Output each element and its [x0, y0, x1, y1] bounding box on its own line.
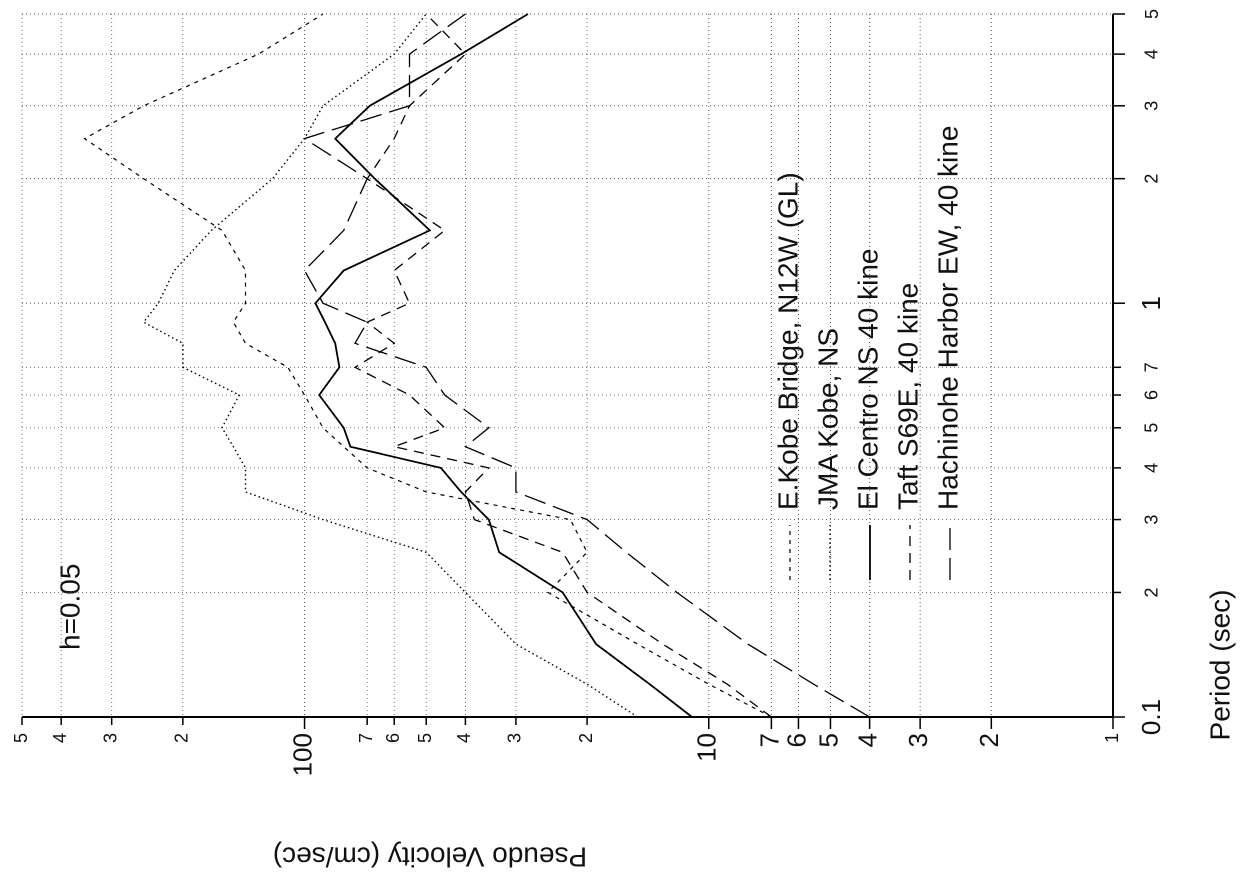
legend-label: E.Kobe Bridge, N12W (GL)	[772, 172, 803, 510]
legend-label: JMA Kobe, NS	[812, 328, 843, 510]
legend-label: El Centro NS 40 kine	[852, 249, 883, 510]
x-tick-label: 5	[1142, 9, 1162, 19]
legend-label: Taft S69E, 40 kine	[892, 283, 923, 510]
x-tick-label: 2	[1142, 587, 1162, 597]
y-tick-label: 3	[100, 733, 120, 743]
series-line	[353, 13, 772, 718]
y-axis-label: Pseudo Velocity (cm/sec)	[273, 842, 587, 873]
y-tick-label: 2	[576, 733, 596, 743]
y-tick-label: 4	[853, 733, 883, 747]
series-line	[314, 13, 693, 718]
x-tick-label: 2	[1142, 174, 1162, 184]
legend-label: Hachinohe Harbor EW, 40 kine	[932, 126, 963, 510]
y-tick-label: 6	[383, 733, 403, 743]
x-tick-label: 3	[1142, 101, 1162, 111]
y-tick-label: 100	[287, 733, 317, 776]
x-tick-label: 3	[1142, 515, 1162, 525]
x-tick-label: 4	[1142, 49, 1162, 59]
series-line	[302, 13, 870, 718]
y-tick-label: 2	[974, 733, 1004, 747]
y-tick-label: 1	[1102, 733, 1122, 743]
x-tick-label: 5	[1142, 423, 1162, 433]
series-line	[83, 13, 772, 718]
y-tick-label: 6	[781, 733, 811, 747]
y-tick-label: 3	[903, 733, 933, 747]
x-tick-label: 6	[1142, 390, 1162, 400]
y-tick-label: 5	[813, 733, 843, 747]
y-tick-label: 4	[50, 733, 70, 743]
y-tick-label: 2	[172, 733, 192, 743]
y-tick-label: 10	[692, 733, 722, 762]
y-tick-label: 4	[454, 733, 474, 743]
annotation: h=0.05	[54, 564, 85, 650]
x-axis-label: Period (sec)	[1204, 590, 1235, 741]
x-tick-label: 0.1	[1136, 699, 1166, 735]
y-tick-label: 3	[505, 733, 525, 743]
y-tick-label: 5	[415, 733, 435, 743]
x-tick-label: 1	[1136, 296, 1166, 310]
x-tick-label: 7	[1142, 362, 1162, 372]
y-tick-label: 5	[11, 733, 31, 743]
y-tick-label: 7	[754, 733, 784, 747]
x-tick-label: 4	[1142, 463, 1162, 473]
series-line	[142, 13, 638, 718]
y-tick-label: 7	[356, 733, 376, 743]
